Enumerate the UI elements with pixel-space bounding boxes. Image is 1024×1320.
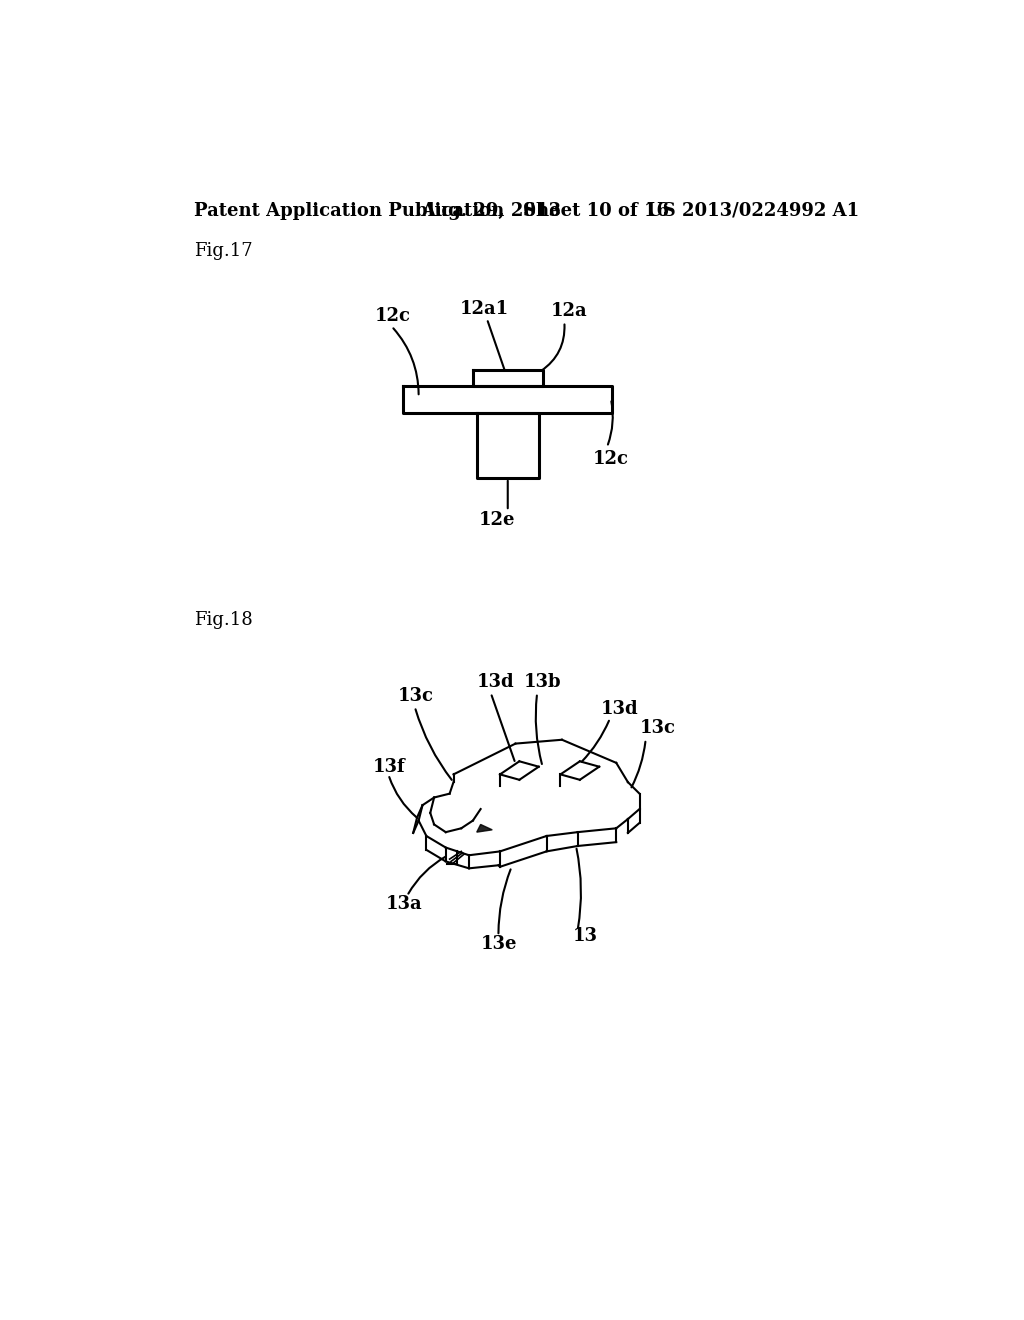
Text: 13: 13 [572,927,598,945]
Text: 13d: 13d [601,700,638,718]
Text: Patent Application Publication: Patent Application Publication [194,202,504,219]
Text: 12a1: 12a1 [460,300,509,318]
Text: Aug. 29, 2013: Aug. 29, 2013 [421,202,561,219]
Text: 13f: 13f [373,758,406,776]
Text: 13c: 13c [397,686,434,705]
Text: Fig.18: Fig.18 [194,611,253,630]
Text: Sheet 10 of 16: Sheet 10 of 16 [523,202,670,219]
Text: 13d: 13d [477,673,514,690]
Polygon shape [477,825,493,832]
Text: 12a: 12a [550,302,587,319]
Text: 13b: 13b [523,673,561,690]
Text: US 2013/0224992 A1: US 2013/0224992 A1 [647,202,859,219]
Text: 12e: 12e [479,511,515,529]
Text: 12c: 12c [375,308,411,325]
Text: Fig.17: Fig.17 [194,242,253,260]
Text: 13c: 13c [640,719,676,737]
Text: 12c: 12c [593,450,629,467]
Text: 13a: 13a [385,895,422,912]
Text: 13e: 13e [480,935,517,953]
